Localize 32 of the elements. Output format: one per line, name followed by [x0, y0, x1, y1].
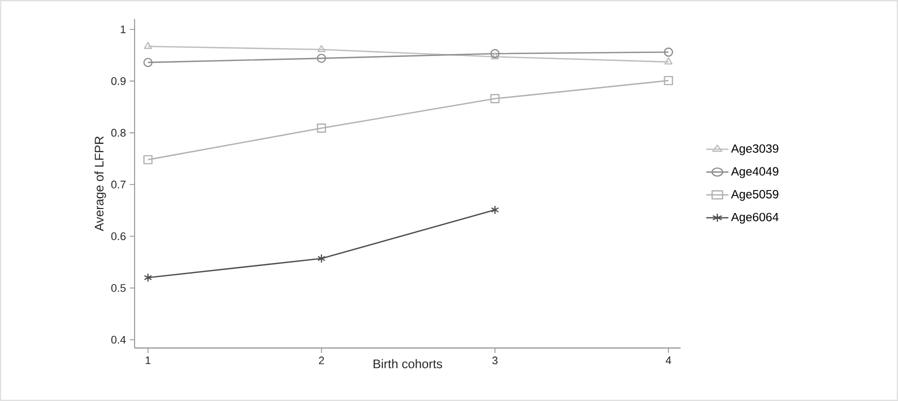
x-tick-label: 3	[492, 356, 498, 364]
point	[317, 254, 326, 264]
y-tick-label: 0.9	[111, 77, 126, 85]
x-tick-label: 1	[146, 356, 150, 364]
point	[490, 205, 500, 214]
point	[664, 76, 674, 86]
y-tick-label: 0.8	[111, 128, 126, 137]
legend-label: Age4049	[731, 167, 778, 178]
legend-label: Age5059	[731, 190, 778, 201]
y-tick-label: 0.7	[111, 180, 126, 188]
point	[490, 94, 500, 104]
x-axis-title: Birth cohorts	[374, 359, 442, 368]
point	[316, 54, 326, 63]
point	[490, 49, 500, 58]
y-axis-title: Average of LFPR	[94, 136, 106, 232]
point	[316, 124, 326, 133]
y-tick-label: 1	[120, 26, 126, 34]
legend-label: Age6064	[731, 212, 779, 224]
point	[143, 58, 153, 68]
y-tick-label: 0.4	[111, 336, 126, 344]
point	[144, 273, 152, 282]
x-tick-label: 2	[318, 356, 324, 364]
y-tick-label: 0.5	[111, 284, 126, 292]
y-tick-label: 0.6	[111, 232, 126, 240]
legend-label: Age3039	[731, 144, 778, 156]
point	[144, 42, 152, 50]
point	[664, 57, 673, 65]
point	[143, 155, 153, 164]
point	[317, 44, 326, 52]
point	[664, 48, 674, 57]
x-tick-label: 4	[666, 356, 672, 364]
point	[490, 52, 500, 60]
